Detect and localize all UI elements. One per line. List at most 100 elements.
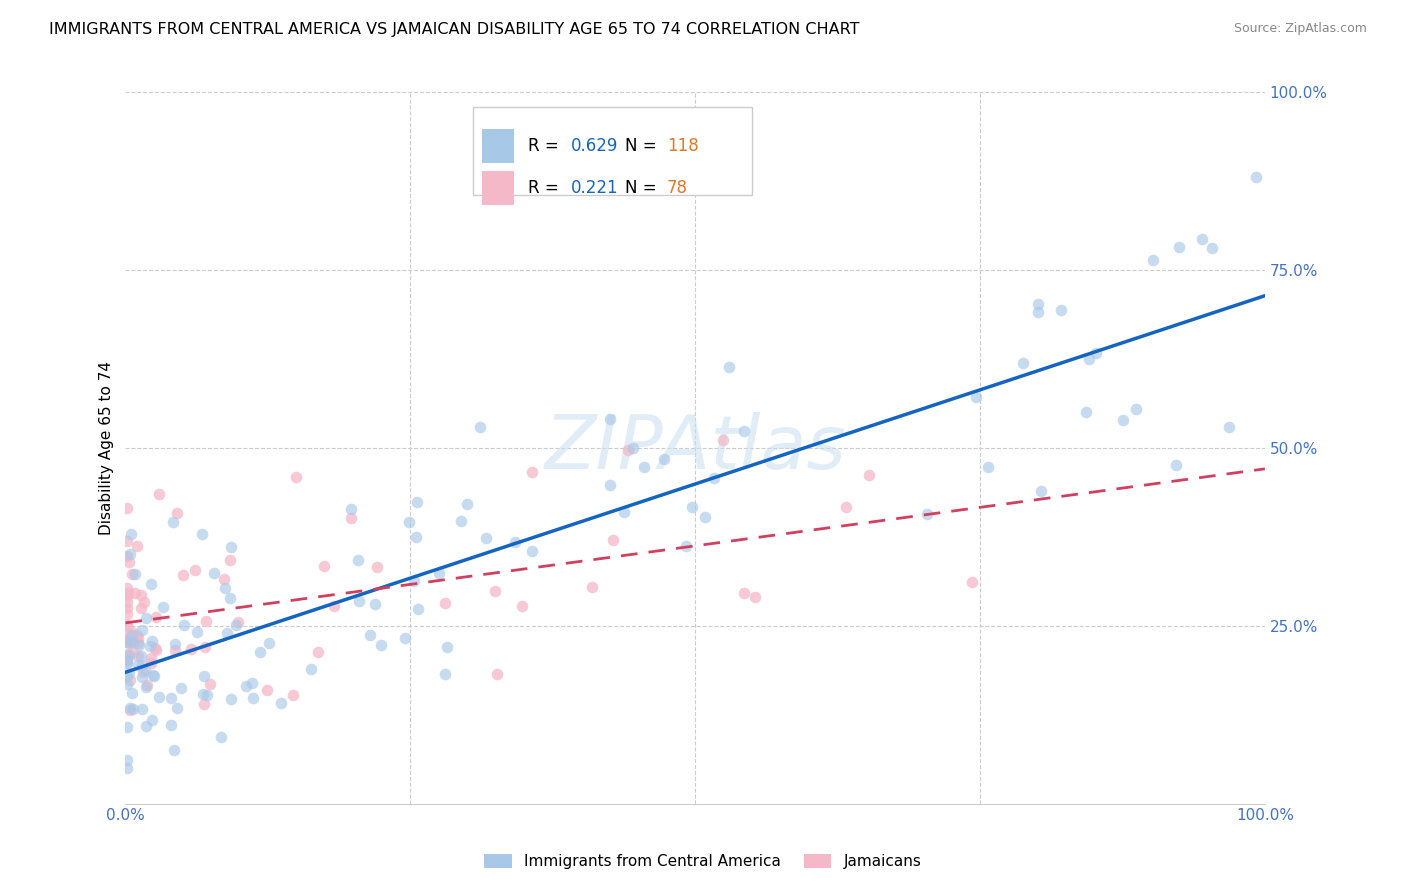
Point xyxy=(134,664,156,678)
Point xyxy=(127,631,149,645)
Point xyxy=(132,594,155,608)
Point xyxy=(173,618,195,632)
Point xyxy=(131,670,153,684)
Point xyxy=(681,500,703,515)
Point xyxy=(121,625,143,640)
Point xyxy=(163,743,186,757)
Point xyxy=(172,567,194,582)
Point xyxy=(183,563,205,577)
Point xyxy=(117,555,139,569)
Point xyxy=(195,688,218,702)
Y-axis label: Disability Age 65 to 74: Disability Age 65 to 74 xyxy=(100,361,114,535)
Point xyxy=(139,656,162,670)
Point xyxy=(436,640,458,654)
Point xyxy=(1112,413,1135,427)
Point xyxy=(405,495,427,509)
Point xyxy=(118,648,141,662)
Point xyxy=(117,669,139,683)
Text: 0.221: 0.221 xyxy=(571,179,619,197)
Point xyxy=(127,658,149,673)
Point xyxy=(129,588,152,602)
Point xyxy=(429,566,451,581)
Point xyxy=(474,531,496,545)
Point xyxy=(695,510,717,524)
Point xyxy=(1074,405,1097,419)
Point xyxy=(118,632,141,646)
Point xyxy=(242,691,264,706)
Point xyxy=(299,662,322,676)
Bar xyxy=(482,128,515,162)
Point xyxy=(456,497,478,511)
Point xyxy=(675,539,697,553)
Point xyxy=(235,679,257,693)
Point xyxy=(915,507,938,521)
Point xyxy=(394,631,416,645)
Point xyxy=(115,619,138,633)
Point xyxy=(124,567,146,582)
Point xyxy=(131,624,153,638)
Point xyxy=(1077,351,1099,366)
Point xyxy=(733,424,755,438)
Point xyxy=(165,642,187,657)
Text: R =: R = xyxy=(527,179,564,197)
Point xyxy=(117,666,139,681)
Point xyxy=(347,553,370,567)
Point xyxy=(965,390,987,404)
Point xyxy=(117,633,139,648)
Point xyxy=(117,585,139,599)
Point xyxy=(145,609,167,624)
Point xyxy=(115,753,138,767)
Point xyxy=(139,650,162,665)
Point xyxy=(1026,304,1049,318)
Point xyxy=(121,566,143,581)
Point xyxy=(599,478,621,492)
Point xyxy=(405,530,427,544)
Text: 118: 118 xyxy=(666,136,699,154)
Point xyxy=(219,591,242,605)
Point xyxy=(219,691,242,706)
Point xyxy=(129,600,152,615)
Point xyxy=(115,720,138,734)
Point xyxy=(117,677,139,691)
Text: IMMIGRANTS FROM CENTRAL AMERICA VS JAMAICAN DISABILITY AGE 65 TO 74 CORRELATION : IMMIGRANTS FROM CENTRAL AMERICA VS JAMAI… xyxy=(49,22,859,37)
Point xyxy=(249,645,271,659)
Point xyxy=(1012,356,1035,370)
Point xyxy=(581,580,603,594)
Point xyxy=(162,516,184,530)
Point xyxy=(195,614,218,628)
Point xyxy=(142,668,165,682)
Point xyxy=(616,442,638,457)
Point xyxy=(127,648,149,663)
Legend: Immigrants from Central America, Jamaicans: Immigrants from Central America, Jamaica… xyxy=(478,847,928,875)
Point xyxy=(1125,402,1147,417)
Point xyxy=(209,731,232,745)
Point xyxy=(115,549,138,563)
Point xyxy=(166,506,188,520)
Point xyxy=(1164,458,1187,472)
Point xyxy=(214,581,236,595)
Point xyxy=(703,471,725,485)
Point xyxy=(120,700,142,714)
Point xyxy=(633,460,655,475)
Point xyxy=(135,678,157,692)
Bar xyxy=(482,171,515,205)
Point xyxy=(115,633,138,648)
Point xyxy=(115,595,138,609)
Point xyxy=(115,657,138,671)
Point xyxy=(121,644,143,658)
Point xyxy=(450,514,472,528)
Point xyxy=(270,696,292,710)
Point xyxy=(402,574,425,589)
Point xyxy=(118,703,141,717)
Point xyxy=(835,500,858,515)
Point xyxy=(370,639,392,653)
Point xyxy=(281,688,304,702)
Point xyxy=(733,586,755,600)
Point xyxy=(193,687,215,701)
Point xyxy=(135,611,157,625)
Point xyxy=(118,636,141,650)
Point xyxy=(193,669,215,683)
Point xyxy=(139,639,162,653)
Point xyxy=(366,560,388,574)
Point xyxy=(434,666,457,681)
